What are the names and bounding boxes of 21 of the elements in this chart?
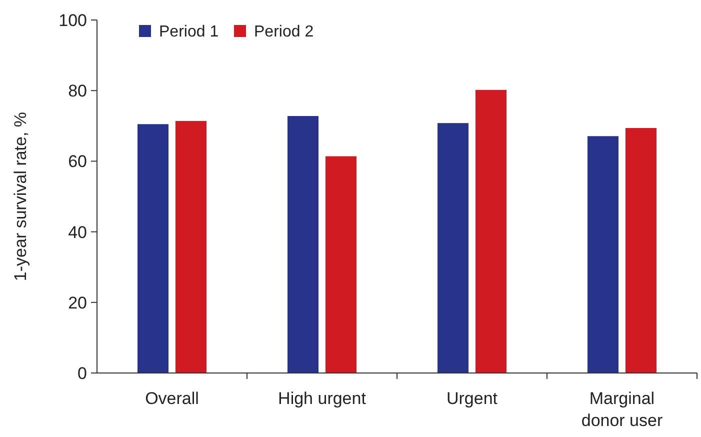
y-tick-label: 40 [68, 222, 87, 242]
y-tick-label: 20 [68, 293, 87, 312]
y-axis-title: 1-year survival rate, % [11, 112, 30, 282]
y-tick-label: 100 [58, 10, 87, 30]
x-tick-label: High urgent [278, 389, 366, 408]
y-tick-label: 0 [78, 364, 87, 383]
x-tick-label: Marginal donor user [581, 389, 663, 430]
legend-label: Period 2 [254, 24, 314, 41]
bar [626, 128, 656, 373]
bar [326, 156, 356, 373]
bar [138, 124, 168, 373]
x-tick-label: Urgent [446, 389, 498, 408]
y-tick-label: 60 [68, 152, 87, 172]
y-tick-label: 80 [68, 82, 87, 101]
bar [588, 136, 618, 373]
bar [438, 123, 468, 373]
bar [288, 116, 318, 373]
bar [176, 120, 206, 373]
bar [476, 90, 506, 373]
legend-label: Period 1 [159, 24, 219, 41]
x-tick-label: Overall [145, 389, 199, 408]
